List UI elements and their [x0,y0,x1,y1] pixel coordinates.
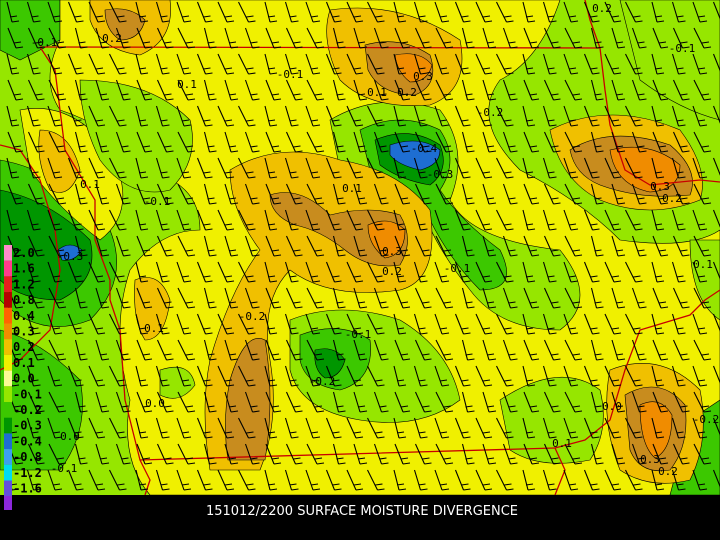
contour-label: -0.1 [669,42,696,55]
legend-swatch [4,292,12,308]
legend: 2.01.61.20.80.40.30.20.10.0-0.1-0.2-0.3-… [4,245,42,497]
contour-label: 0.3 [640,453,660,466]
contour-label: 0.2 [102,32,122,45]
contour-label: -0.1 [31,36,58,49]
contour-label: -0.2 [239,310,266,323]
legend-swatch [4,496,12,510]
legend-label: -0.3 [13,419,42,433]
legend-swatch [4,402,12,418]
legend-label: -0.4 [13,434,42,448]
legend-swatch [4,276,12,293]
legend-label: 0.4 [13,309,35,323]
contour-label: 0.0 [602,400,622,413]
legend-swatch [4,323,12,340]
caption-band [0,495,720,540]
contour-label: 0.3 [650,180,670,193]
contour-label: 0.1 [367,86,387,99]
legend-label: 0.3 [13,325,35,339]
contour-label: 0.1 [342,182,362,195]
contour-label: -0.3 [427,168,454,181]
contour-label: 0.1 [80,178,100,191]
legend-label: -1.6 [13,482,42,496]
legend-label: 1.2 [13,277,35,291]
contour-label: 0.0 [145,397,165,410]
contour-label: -0.1 [144,195,171,208]
contour-label: 0.3 [382,245,402,258]
legend-swatch [4,386,12,402]
legend-swatch [4,354,12,371]
contour-label: 0.2 [592,2,612,15]
contour-label: 0.2 [382,265,402,278]
contour-label: 0.2 [662,192,682,205]
contour-label: 0.2 [658,465,678,478]
legend-label: -0.1 [13,387,42,401]
contour-label: 0.1 [177,78,197,91]
legend-label: -0.2 [13,403,42,417]
legend-swatch [4,449,12,465]
legend-swatch [4,370,12,387]
legend-swatch [4,307,12,324]
legend-swatch [4,339,12,355]
contour-label: 0.3 [413,70,433,83]
legend-swatch [4,245,12,261]
contour-label: -0.2 [309,375,336,388]
legend-label: 2.0 [13,246,35,260]
contour-label: -0.2 [477,106,504,119]
contour-label: 0.1 [693,258,713,271]
contour-labels: -0.1 0.20.30.1 0.2-0.10.1-0.4-0.3-0.20.1-0… [31,2,720,478]
contour-label: -0.1 [277,68,304,81]
legend-swatch [4,417,12,434]
contour-label: -0.1 [51,462,78,475]
field-fill [0,0,720,496]
legend-label: -1.2 [13,466,42,480]
contour-label: -0.3 [57,250,84,263]
legend-swatch [4,433,12,450]
legend-label: 0.1 [13,356,35,370]
contour-label: 0.1 [552,437,572,450]
barb [6,1,720,491]
legend-swatch [4,260,12,277]
contour-label: 0.1 [144,322,164,335]
legend-swatch [4,480,12,497]
legend-label: 0.8 [13,293,35,307]
legend-label: 0.0 [13,372,35,386]
caption: 151012/2200 SURFACE MOISTURE DIVERGENCE [206,504,518,519]
contour-label: 0.2 [397,86,417,99]
wind-barbs [6,1,720,491]
legend-label: 0.2 [13,340,35,354]
legend-swatch [4,464,12,481]
contour-label: -0.1 [345,328,372,341]
legend-label: -0.8 [13,450,42,464]
legend-label: 1.6 [13,262,35,276]
contour-label: -0.2 [693,413,720,426]
contour-label: -0.1 [444,262,471,275]
state-borders [0,0,720,496]
contour-label: -0.4 [411,142,438,155]
contour-label: 0.0 [60,430,80,443]
